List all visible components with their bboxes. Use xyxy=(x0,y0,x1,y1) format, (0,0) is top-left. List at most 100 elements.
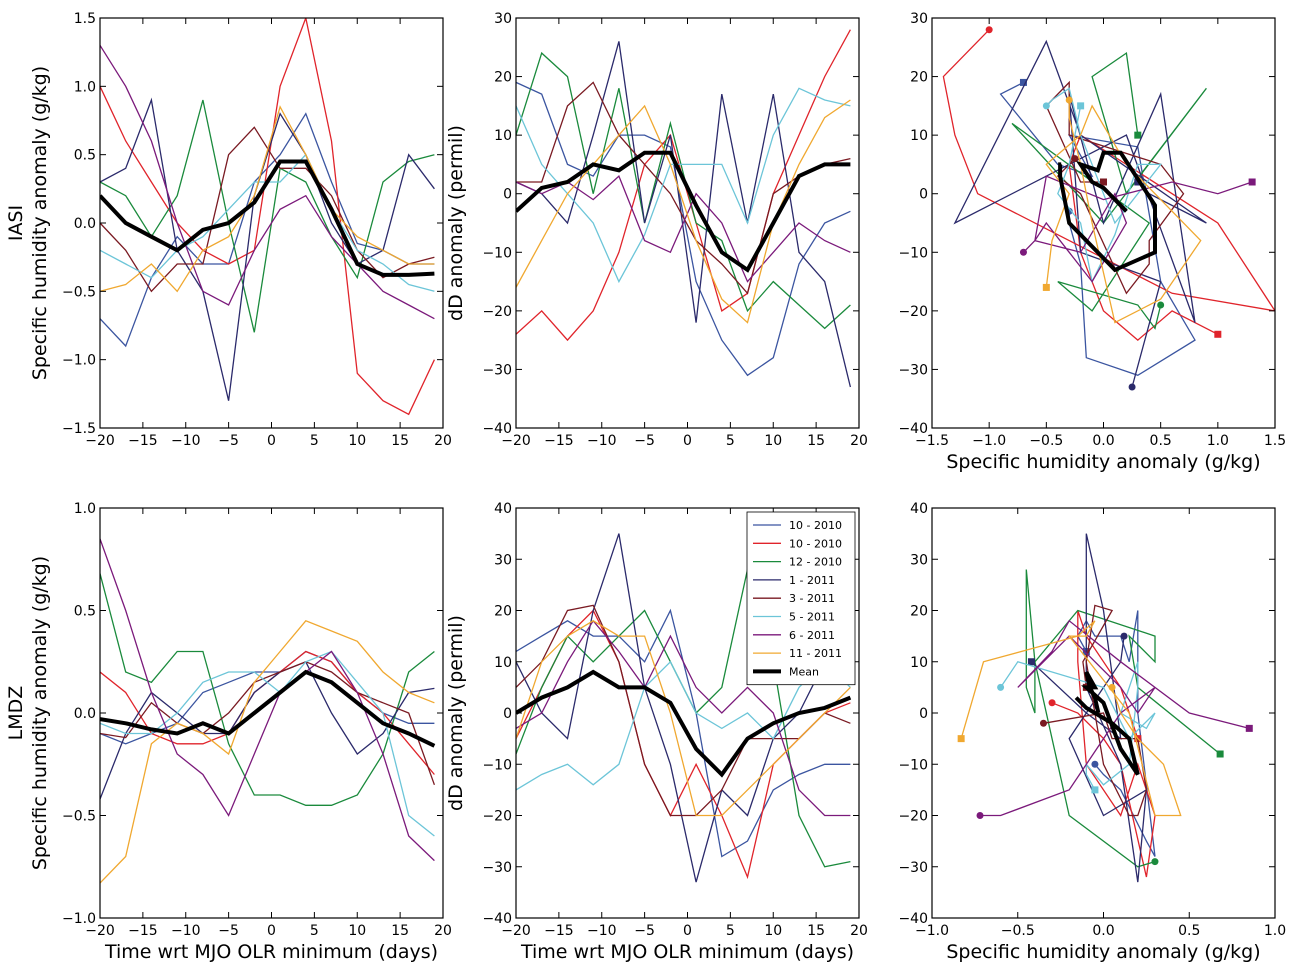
y-tick-label: 30 xyxy=(910,11,928,27)
series-line xyxy=(100,669,436,748)
x-tick-label: 0.5 xyxy=(1178,923,1200,939)
y-tick-label: −20 xyxy=(482,809,512,825)
trajectory xyxy=(1051,610,1156,878)
x-axis-label: Specific humidity anomaly (g/kg) xyxy=(946,451,1260,473)
series-line xyxy=(516,619,851,817)
series-line xyxy=(516,620,851,817)
x-tick-label: 15 xyxy=(391,923,409,939)
y-tick-label: −1.0 xyxy=(62,353,96,369)
legend-label: 10 - 2010 xyxy=(789,519,842,532)
y-tick-label: −0.5 xyxy=(62,809,96,825)
y-tick-label: −1.5 xyxy=(62,421,96,437)
y-tick-label: −1.0 xyxy=(62,911,96,927)
series-line xyxy=(516,533,851,883)
y-tick-label: −40 xyxy=(482,421,512,437)
trajectory xyxy=(1045,100,1202,324)
x-tick-label: −0.5 xyxy=(1029,433,1063,449)
row-label: LMDZ xyxy=(5,686,27,741)
x-tick-label: −15 xyxy=(544,923,574,939)
y-axis-label: Specific humidity anomaly (g/kg) xyxy=(29,556,51,870)
y-tick-label: 20 xyxy=(494,604,512,620)
series-line xyxy=(516,174,851,283)
plot-area xyxy=(516,29,852,388)
series-line xyxy=(516,150,851,273)
x-axis-label: Specific humidity anomaly (g/kg) xyxy=(946,941,1260,963)
x-tick-label: 0 xyxy=(683,433,692,449)
end-marker xyxy=(1019,248,1027,256)
frame xyxy=(515,17,860,429)
series-line xyxy=(100,538,435,862)
end-marker xyxy=(1120,632,1128,640)
x-tick-label: 0 xyxy=(267,433,276,449)
x-tick-label: 10 xyxy=(348,923,366,939)
x-tick-label: −1.0 xyxy=(915,923,949,939)
frame xyxy=(931,17,1276,429)
series-line xyxy=(516,29,851,342)
x-tick-label: 15 xyxy=(391,433,409,449)
x-tick-label: 0 xyxy=(683,923,692,939)
trajectory xyxy=(1058,150,1157,273)
start-marker xyxy=(1042,283,1050,291)
trajectory xyxy=(960,620,1182,817)
x-tick-label: −5 xyxy=(634,433,655,449)
x-tick-label: −0.5 xyxy=(1001,923,1035,939)
series-line xyxy=(100,573,435,806)
x-tick-label: 10 xyxy=(764,433,782,449)
y-tick-label: 20 xyxy=(494,70,512,86)
x-tick-label: −10 xyxy=(171,433,201,449)
y-tick-label: 1.0 xyxy=(74,501,96,517)
y-tick-label: 20 xyxy=(910,604,928,620)
x-tick-label: 1.0 xyxy=(1207,433,1229,449)
series-line xyxy=(100,97,435,401)
start-marker xyxy=(1245,724,1253,732)
end-marker xyxy=(1048,699,1056,707)
series-line xyxy=(516,51,851,330)
x-tick-label: 20 xyxy=(850,433,868,449)
series-line xyxy=(100,44,435,320)
x-tick-label: −15 xyxy=(128,433,158,449)
x-tick-label: −15 xyxy=(128,923,158,939)
y-tick-label: 20 xyxy=(910,70,928,86)
x-tick-label: −20 xyxy=(85,433,115,449)
x-tick-label: 0.0 xyxy=(1092,923,1114,939)
x-tick-label: 1.5 xyxy=(1264,433,1286,449)
x-tick-label: 5 xyxy=(310,923,319,939)
y-axis-label: dD anomaly (permil) xyxy=(445,125,467,321)
x-tick-label: 1.0 xyxy=(1264,923,1286,939)
start-marker xyxy=(1091,786,1099,794)
frame xyxy=(931,507,1276,919)
x-tick-label: 20 xyxy=(434,923,452,939)
y-tick-label: 10 xyxy=(910,655,928,671)
trajectory xyxy=(942,29,1275,341)
y-tick-label: −30 xyxy=(482,362,512,378)
legend-label: 5 - 2011 xyxy=(789,611,835,624)
y-tick-label: −30 xyxy=(898,860,928,876)
end-marker xyxy=(1091,760,1099,768)
y-tick-label: 10 xyxy=(494,655,512,671)
y-axis-label: Specific humidity anomaly (g/kg) xyxy=(29,66,51,380)
y-tick-label: −0.5 xyxy=(62,284,96,300)
y-tick-label: −30 xyxy=(898,362,928,378)
x-tick-label: −10 xyxy=(587,433,617,449)
y-tick-label: 40 xyxy=(910,501,928,517)
end-marker xyxy=(1065,96,1073,104)
series-line xyxy=(100,661,436,786)
start-marker xyxy=(1134,131,1142,139)
plot-area xyxy=(100,538,436,884)
y-tick-label: 10 xyxy=(494,128,512,144)
x-tick-label: −5 xyxy=(634,923,655,939)
start-marker xyxy=(1216,750,1224,758)
trajectory xyxy=(1025,569,1221,868)
x-tick-label: −20 xyxy=(501,923,531,939)
y-tick-label: −10 xyxy=(898,757,928,773)
trajectory xyxy=(1074,671,1140,776)
x-tick-label: 15 xyxy=(807,923,825,939)
plot-area xyxy=(957,533,1253,883)
y-tick-label: 0.0 xyxy=(74,216,96,232)
y-tick-label: 0 xyxy=(919,187,928,203)
end-marker xyxy=(1039,719,1047,727)
y-tick-label: 0 xyxy=(503,187,512,203)
x-tick-label: 0.5 xyxy=(1150,433,1172,449)
x-tick-label: −20 xyxy=(501,433,531,449)
